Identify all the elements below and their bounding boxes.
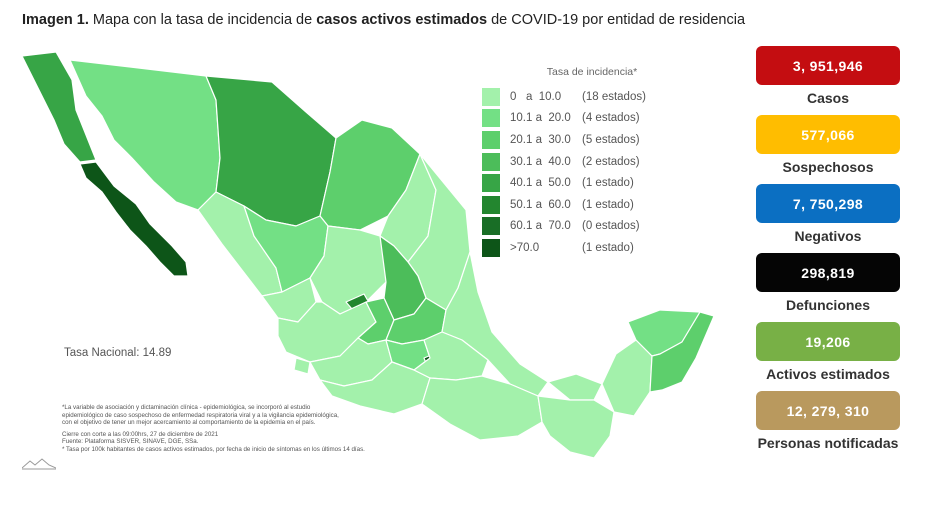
legend-swatch [482, 195, 500, 214]
legend-range: 20.1 a 30.0 [510, 133, 571, 146]
state-sonora [69, 59, 221, 211]
legend-swatch [482, 152, 500, 171]
state-campeche [601, 339, 653, 417]
legend-swatch [482, 217, 500, 236]
title-prefix: Imagen 1. [22, 12, 89, 28]
legend-count: (1 estado) [582, 177, 634, 190]
title-part2: de COVID-19 por entidad de residencia [487, 12, 746, 28]
state-quintana-roo [649, 311, 715, 393]
title-bold: casos activos estimados [316, 12, 488, 28]
tasa-nacional: Tasa Nacional: 14.89 [64, 347, 172, 359]
legend-range: 40.1 a 50.0 [510, 177, 571, 190]
footnote-line: Fuente: Plataforma SISVER, SINAVE, DGE, … [62, 438, 199, 446]
legend-swatch [482, 130, 500, 149]
legend: Tasa de incidencia* 0 a 10.0 (18 estados)… [482, 66, 682, 259]
footnote-line: * Tasa por 100k habitantes de casos acti… [62, 445, 365, 453]
state-chiapas [537, 395, 615, 459]
stat-label: Sospechosos [782, 159, 874, 175]
legend-range: 60.1 a 70.0 [510, 220, 571, 233]
stat-value-box: 19,206 [756, 322, 900, 361]
legend-range: 30.1 a 40.0 [510, 155, 571, 168]
legend-item: 10.1 a 20.0 (4 estados) [482, 108, 682, 130]
legend-item: 20.1 a 30.0 (5 estados) [482, 129, 682, 151]
legend-count: (5 estados) [582, 133, 640, 146]
title-part1: Mapa con la tasa de incidencia de [88, 12, 317, 28]
state-colima [293, 357, 311, 375]
stat-label: Personas notificadas [757, 435, 899, 451]
legend-item: 30.1 a 40.0 (2 estados) [482, 151, 682, 173]
legend-count: (0 estados) [582, 220, 640, 233]
legend-range: >70.0 [510, 241, 540, 254]
stat-label: Casos [806, 90, 850, 106]
footnote-line: Cierre con corte a las 09:00hrs, 27 de d… [62, 430, 219, 438]
state-baja-california [21, 51, 97, 163]
map-title: Imagen 1. Mapa con la tasa de incidencia… [22, 12, 745, 28]
legend-item: 0 a 10.0 (18 estados) [482, 86, 682, 108]
legend-swatch [482, 109, 500, 128]
legend-count: (4 estados) [582, 112, 640, 125]
stats-panel: 3, 951,946 Casos 577,066 Sospechosos 7, 750,… [756, 46, 900, 460]
stat-value-box: 7, 750,298 [756, 184, 900, 223]
mexico-map [21, 51, 715, 459]
footnotes: *La variable de asociación y dictaminaci… [62, 404, 462, 454]
legend-count: (18 estados) [582, 90, 646, 103]
legend-swatch [482, 87, 500, 106]
stat-value-box: 12, 279, 310 [756, 391, 900, 430]
legend-item: 60.1 a 70.0 (0 estados) [482, 216, 682, 238]
stat-label: Defunciones [785, 297, 870, 313]
legend-range: 10.1 a 20.0 [510, 112, 571, 125]
legend-range: 50.1 a 60.0 [510, 198, 571, 211]
footnote-line: *La variable de asociación y dictaminaci… [62, 404, 311, 411]
stat-value-box: 3, 951,946 [756, 46, 900, 85]
stat-label: Negativos [794, 228, 862, 244]
legend-range: 0 a 10.0 [510, 90, 562, 103]
footnote-line: epidemiológico de caso sospechoso de enf… [62, 411, 339, 419]
legend-item: >70.0 (1 estado) [482, 237, 682, 259]
legend-title: Tasa de incidencia* [546, 66, 638, 78]
legend-item: 40.1 a 50.0 (1 estado) [482, 172, 682, 194]
stat-value-box: 577,066 [756, 115, 900, 154]
footnote-line: con el objetivo de tener un mejor acerca… [62, 419, 316, 427]
legend-count: (1 estado) [582, 241, 634, 254]
stat-label: Activos estimados [766, 366, 890, 382]
legend-count: (2 estados) [582, 155, 640, 168]
stat-value-box: 298,819 [756, 253, 900, 292]
legend-swatch [482, 238, 500, 257]
legend-swatch [482, 174, 500, 193]
state-baja-california-sur [79, 161, 189, 277]
state-tabasco [547, 373, 603, 401]
legend-count: (1 estado) [582, 198, 634, 211]
legend-item: 50.1 a 60.0 (1 estado) [482, 194, 682, 216]
logo-mountains-icon [22, 458, 56, 470]
